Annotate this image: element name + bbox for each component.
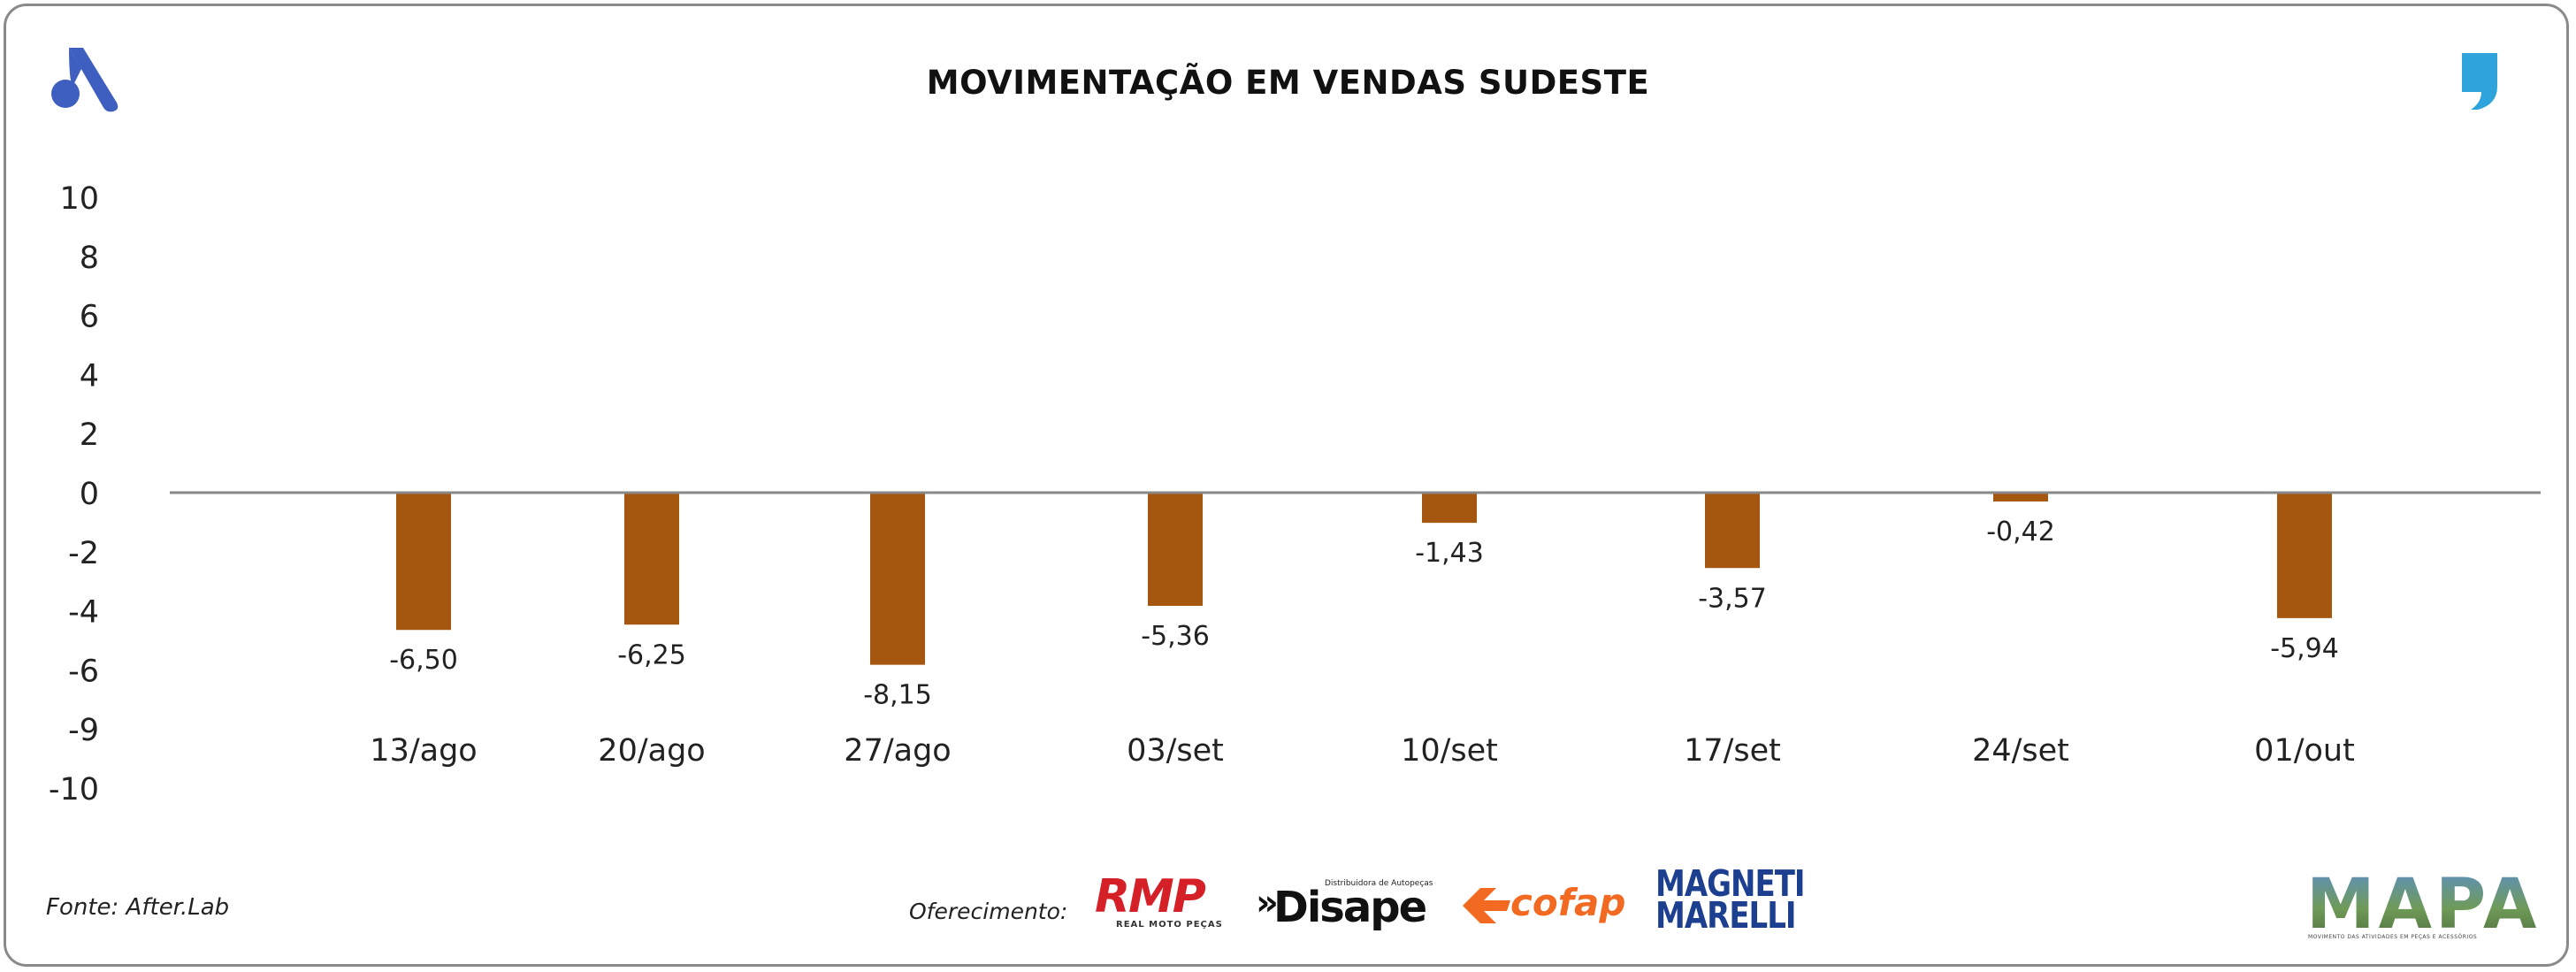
chart-card bbox=[4, 4, 2569, 967]
bar bbox=[1705, 493, 1760, 569]
cofap-logo-text: cofap bbox=[1510, 881, 1626, 924]
rmp-logo: RMP REAL MOTO PEÇAS bbox=[1095, 870, 1229, 936]
mapa-logo-text: MAPA bbox=[2306, 865, 2541, 945]
bar bbox=[870, 493, 925, 665]
data-label: -1,43 bbox=[1415, 538, 1484, 569]
category-label: 13/ago bbox=[370, 733, 477, 769]
y-tick-label: 4 bbox=[80, 358, 99, 394]
brand-a-logo-icon bbox=[51, 48, 118, 112]
y-tick-label: 8 bbox=[80, 241, 99, 276]
y-tick-label: 6 bbox=[80, 300, 99, 335]
disape-chevron-icon: » bbox=[1256, 883, 1279, 923]
y-tick-label: 10 bbox=[59, 181, 99, 217]
y-tick-label: 0 bbox=[80, 477, 99, 512]
bar bbox=[1148, 493, 1203, 607]
category-label: 10/set bbox=[1401, 733, 1498, 769]
y-tick-label: -9 bbox=[68, 713, 99, 748]
disape-logo: Distribuidora de Autopeças » Disape bbox=[1256, 876, 1433, 938]
category-label: 03/set bbox=[1127, 733, 1224, 769]
mapa-logo: MAPA MOVIMENTO DAS ATIVIDADES EM PEÇAS E… bbox=[2305, 865, 2536, 945]
sponsor-caption: Oferecimento: bbox=[909, 899, 1068, 924]
bar bbox=[624, 493, 679, 625]
x-axis-categories: 13/ago 20/ago 27/ago 03/set 10/set 17/set 24/s… bbox=[370, 733, 2355, 769]
mapa-logo-subtext: MOVIMENTO DAS ATIVIDADES EM PEÇAS E ACES… bbox=[2308, 934, 2478, 940]
y-axis-ticks: 10 8 6 4 2 0 -2 -4 -6 -9 -10 bbox=[49, 181, 99, 807]
y-tick-label: -6 bbox=[68, 654, 99, 689]
data-label: -3,57 bbox=[1698, 583, 1767, 614]
data-label: -8,15 bbox=[863, 680, 932, 711]
source-text: Fonte: After.Lab bbox=[46, 894, 230, 921]
cofap-mark-icon bbox=[1463, 888, 1510, 923]
rmp-logo-subtext: REAL MOTO PEÇAS bbox=[1116, 920, 1223, 930]
disape-logo-subtext: Distribuidora de Autopeças bbox=[1325, 879, 1433, 888]
category-label: 17/set bbox=[1684, 733, 1781, 769]
y-tick-label: -10 bbox=[49, 772, 99, 807]
data-label: -6,25 bbox=[617, 639, 686, 670]
category-label: 20/ago bbox=[598, 733, 705, 769]
marelli-text: MARELLI bbox=[1655, 895, 1797, 938]
data-label: -5,94 bbox=[2270, 633, 2339, 664]
bar bbox=[1422, 493, 1477, 524]
disape-logo-text: Disape bbox=[1273, 883, 1427, 932]
chart-title: MOVIMENTAÇÃO EM VENDAS SUDESTE bbox=[926, 64, 1650, 102]
data-label: -5,36 bbox=[1141, 621, 1210, 652]
bars bbox=[396, 493, 2332, 665]
bar bbox=[396, 493, 451, 631]
bar bbox=[2277, 493, 2332, 618]
data-label: -6,50 bbox=[389, 645, 458, 676]
quote-mark-icon bbox=[2462, 53, 2497, 110]
bar bbox=[1993, 493, 2048, 502]
category-label: 24/set bbox=[1972, 733, 2069, 769]
cofap-logo: cofap bbox=[1461, 881, 1638, 930]
magneti-marelli-logo: MAGNETI MARELLI bbox=[1654, 863, 1806, 938]
y-tick-label: -4 bbox=[68, 595, 99, 631]
magneti-text: MAGNETI bbox=[1655, 863, 1806, 906]
category-label: 01/out bbox=[2254, 733, 2355, 769]
y-tick-label: -2 bbox=[68, 536, 99, 571]
rmp-logo-text: RMP bbox=[1095, 870, 1206, 923]
data-label: -0,42 bbox=[1986, 517, 2055, 547]
data-labels: -6,50 -6,25 -8,15 -5,36 -1,43 -3,57 -0,42 -5,94 bbox=[389, 517, 2339, 711]
y-tick-label: 2 bbox=[80, 417, 99, 453]
category-label: 27/ago bbox=[844, 733, 951, 769]
